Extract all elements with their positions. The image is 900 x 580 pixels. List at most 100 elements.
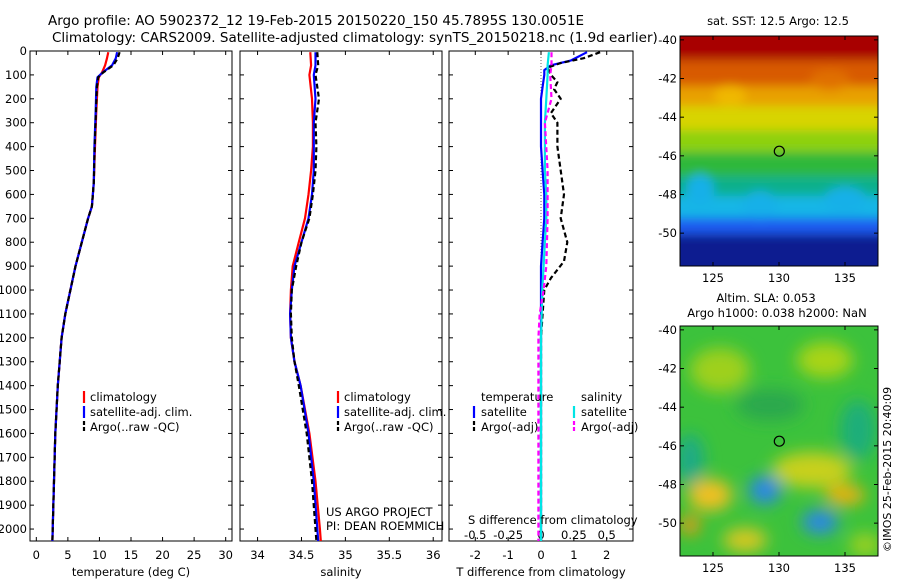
depth-tick-label: 1800 xyxy=(0,474,27,488)
sst-blob xyxy=(686,174,714,206)
s-tick-label: 0.5 xyxy=(598,528,616,542)
x-tick-label: 0 xyxy=(537,548,544,562)
figure-title-line1: Argo profile: AO 5902372_12 19-Feb-2015 … xyxy=(48,13,584,29)
map-y-tick-label: -42 xyxy=(658,72,677,86)
depth-tick-label: 1500 xyxy=(0,403,27,417)
map-x-tick-label: 130 xyxy=(768,561,790,575)
x-tick-label: 20 xyxy=(155,548,170,562)
x-tick-label: -2 xyxy=(470,548,481,562)
x-tick-label: 34.5 xyxy=(289,548,315,562)
map-y-tick-label: -40 xyxy=(658,33,677,47)
sla-blob xyxy=(797,342,853,378)
sla-map-axes: 125 130 135 -40 -42 -44 -46 -48 -50 xyxy=(658,323,878,575)
sla-blob xyxy=(825,485,865,505)
depth-tick-label: 100 xyxy=(5,68,27,82)
map-y-tick-label: -40 xyxy=(658,323,677,337)
map-y-tick-label: -50 xyxy=(658,226,677,240)
depth-axis: 0 100 200 300 400 500 600 700 800 900 1000 1100 1200… xyxy=(0,44,27,536)
s-tick-label: 0.25 xyxy=(561,528,587,542)
legend-label-sal-satellite: satellite xyxy=(581,405,627,419)
depth-tick-label: 900 xyxy=(5,259,27,273)
x-tick-label: 1 xyxy=(570,548,577,562)
depth-tick-label: 1700 xyxy=(0,450,27,464)
x-tick-label: 25 xyxy=(187,548,202,562)
sla-blob xyxy=(849,533,878,556)
temperature-panel-frame xyxy=(29,50,233,542)
difference-chart: -2 -1 0 1 2 T difference from climatology -0.5… xyxy=(449,50,633,579)
sla-map xyxy=(680,326,878,556)
legend-label-temp-satellite: satellite xyxy=(481,405,527,419)
x-tick-label: 35.5 xyxy=(376,548,402,562)
legend-label-argo: Argo(..raw -QC) xyxy=(344,420,434,434)
sla-blob xyxy=(736,389,804,421)
x-axis-label: temperature (deg C) xyxy=(72,565,190,579)
series-line-salinity-satellite xyxy=(539,52,550,541)
imos-timestamp: ©IMOS 25-Feb-2015 20:40:09 xyxy=(881,387,894,552)
s-difference-label: S difference from climatology xyxy=(468,513,638,527)
sla-blob xyxy=(680,515,700,535)
depth-tick-label: 0 xyxy=(20,44,27,58)
map-y-tick-label: -50 xyxy=(658,516,677,530)
x-tick-label: 35 xyxy=(338,548,353,562)
depth-tick-label: 600 xyxy=(5,187,27,201)
depth-tick-label: 200 xyxy=(5,92,27,106)
legend-label-climatology: climatology xyxy=(344,390,411,404)
depth-tick-label: 1200 xyxy=(0,331,27,345)
legend-title-temperature: temperature xyxy=(481,390,553,404)
sla-blob xyxy=(840,400,876,460)
x-axis-label: salinity xyxy=(320,565,361,579)
sla-argo-marker xyxy=(773,435,785,447)
difference-legend: temperature salinity satellite Argo(-adj… xyxy=(472,390,638,434)
legend-label-temp-argo: Argo(-adj) xyxy=(481,420,538,434)
map-x-tick-label: 135 xyxy=(834,561,856,575)
depth-tick-label: 1600 xyxy=(0,426,27,440)
map-y-tick-label: -42 xyxy=(658,362,677,376)
series-line-argo-raw-qc- xyxy=(289,52,321,542)
depth-tick-label: 1100 xyxy=(0,307,27,321)
series-line-argo-raw-qc- xyxy=(51,51,121,542)
sst-blob xyxy=(714,85,746,105)
legend-label-sal-argo: Argo(-adj) xyxy=(581,420,638,434)
map-x-tick-label: 135 xyxy=(834,271,856,285)
depth-tick-label: 2000 xyxy=(0,522,27,536)
x-tick-label: 10 xyxy=(92,548,107,562)
x-tick-label: 0 xyxy=(33,548,40,562)
map-y-tick-label: -48 xyxy=(658,477,677,491)
series-line-temperature-argo-adj- xyxy=(539,51,601,541)
s-tick-label: -0.5 xyxy=(464,528,486,542)
series-line-satellite-adj-clim- xyxy=(289,52,320,542)
sla-blob xyxy=(680,434,704,486)
x-tick-label: 5 xyxy=(64,548,71,562)
x-tick-label: -1 xyxy=(502,548,513,562)
depth-tick-label: 300 xyxy=(5,116,27,130)
sst-map-axes: 125 130 135 -40 -42 -44 -46 -48 -50 xyxy=(658,33,878,285)
legend-label-satellite: satellite-adj. clim. xyxy=(90,405,192,419)
map-x-tick-label: 125 xyxy=(702,271,724,285)
legend-label-satellite: satellite-adj. clim. xyxy=(344,405,446,419)
x-tick-label: 15 xyxy=(124,548,139,562)
map-x-tick-label: 125 xyxy=(702,561,724,575)
sla-blob xyxy=(688,479,732,511)
figure-title-line2: Climatology: CARS2009. Satellite-adjuste… xyxy=(52,30,658,46)
x-tick-label: 30 xyxy=(218,548,233,562)
salinity-panel-frame xyxy=(239,50,443,542)
depth-tick-label: 1000 xyxy=(0,283,27,297)
depth-tick-label: 400 xyxy=(5,140,27,154)
map-y-tick-label: -44 xyxy=(658,110,677,124)
map-y-tick-label: -46 xyxy=(658,149,677,163)
credit-project: US ARGO PROJECT xyxy=(326,505,434,519)
legend-label-climatology: climatology xyxy=(90,390,157,404)
sla-blob xyxy=(723,528,767,552)
x-axis-label: T difference from climatology xyxy=(455,565,626,579)
sla-blob xyxy=(802,510,838,534)
depth-tick-label: 500 xyxy=(5,164,27,178)
x-tick-label: 2 xyxy=(603,548,610,562)
temperature-legend: climatology satellite-adj. clim. Argo(..… xyxy=(82,390,192,434)
sla-map-title-line2: Argo h1000: 0.038 h2000: NaN xyxy=(687,306,866,320)
depth-tick-label: 1300 xyxy=(0,355,27,369)
sst-map-title: sat. SST: 12.5 Argo: 12.5 xyxy=(707,14,849,28)
map-y-tick-label: -44 xyxy=(658,400,677,414)
sla-map-title-line1: Altim. SLA: 0.053 xyxy=(716,291,815,305)
s-tick-label: -0.25 xyxy=(493,528,523,542)
